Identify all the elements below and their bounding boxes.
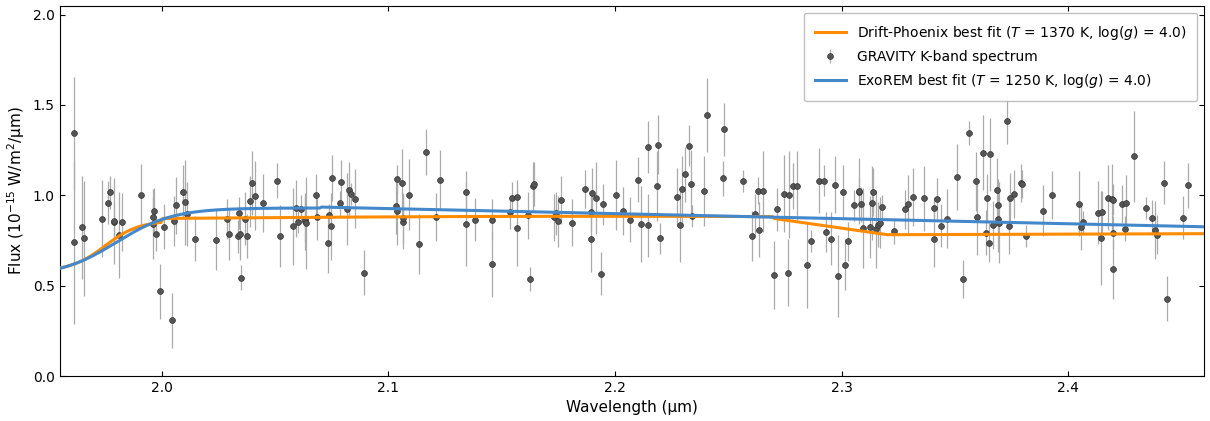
ExoREM best fit ($T$ = 1250 K, log($g$) = 4.0) <box>728 214 743 219</box>
Drift-Phoenix best fit ($T$ = 1370 K, log($g$) = 4.0) <box>599 214 613 219</box>
Drift-Phoenix best fit ($T$ = 1370 K, log($g$) = 4.0) <box>916 232 930 237</box>
Drift-Phoenix best fit ($T$ = 1370 K, log($g$) = 4.0) <box>52 265 67 270</box>
Drift-Phoenix best fit ($T$ = 1370 K, log($g$) = 4.0) <box>347 215 362 220</box>
Drift-Phoenix best fit ($T$ = 1370 K, log($g$) = 4.0) <box>819 224 834 229</box>
Y-axis label: Flux (10$^{-15}$ W/m$^2$/μm): Flux (10$^{-15}$ W/m$^2$/μm) <box>6 107 28 275</box>
ExoREM best fit ($T$ = 1250 K, log($g$) = 4.0) <box>572 210 587 216</box>
Drift-Phoenix best fit ($T$ = 1370 K, log($g$) = 4.0) <box>728 214 743 219</box>
ExoREM best fit ($T$ = 1250 K, log($g$) = 4.0) <box>916 218 930 223</box>
Line: Drift-Phoenix best fit ($T$ = 1370 K, log($g$) = 4.0): Drift-Phoenix best fit ($T$ = 1370 K, lo… <box>59 216 1204 268</box>
ExoREM best fit ($T$ = 1250 K, log($g$) = 4.0) <box>255 206 270 211</box>
ExoREM best fit ($T$ = 1250 K, log($g$) = 4.0) <box>819 216 834 221</box>
ExoREM best fit ($T$ = 1250 K, log($g$) = 4.0) <box>315 205 329 210</box>
ExoREM best fit ($T$ = 1250 K, log($g$) = 4.0) <box>52 266 67 271</box>
X-axis label: Wavelength (μm): Wavelength (μm) <box>566 400 698 416</box>
Line: ExoREM best fit ($T$ = 1250 K, log($g$) = 4.0): ExoREM best fit ($T$ = 1250 K, log($g$) … <box>59 207 1204 269</box>
Drift-Phoenix best fit ($T$ = 1370 K, log($g$) = 4.0) <box>255 215 270 220</box>
ExoREM best fit ($T$ = 1250 K, log($g$) = 4.0) <box>348 205 363 210</box>
ExoREM best fit ($T$ = 1250 K, log($g$) = 4.0) <box>1197 224 1210 229</box>
Drift-Phoenix best fit ($T$ = 1370 K, log($g$) = 4.0) <box>570 214 584 219</box>
Legend: Drift-Phoenix best fit ($T$ = 1370 K, log($g$) = 4.0), GRAVITY K-band spectrum, : Drift-Phoenix best fit ($T$ = 1370 K, lo… <box>805 13 1198 101</box>
Drift-Phoenix best fit ($T$ = 1370 K, log($g$) = 4.0) <box>1197 231 1210 236</box>
